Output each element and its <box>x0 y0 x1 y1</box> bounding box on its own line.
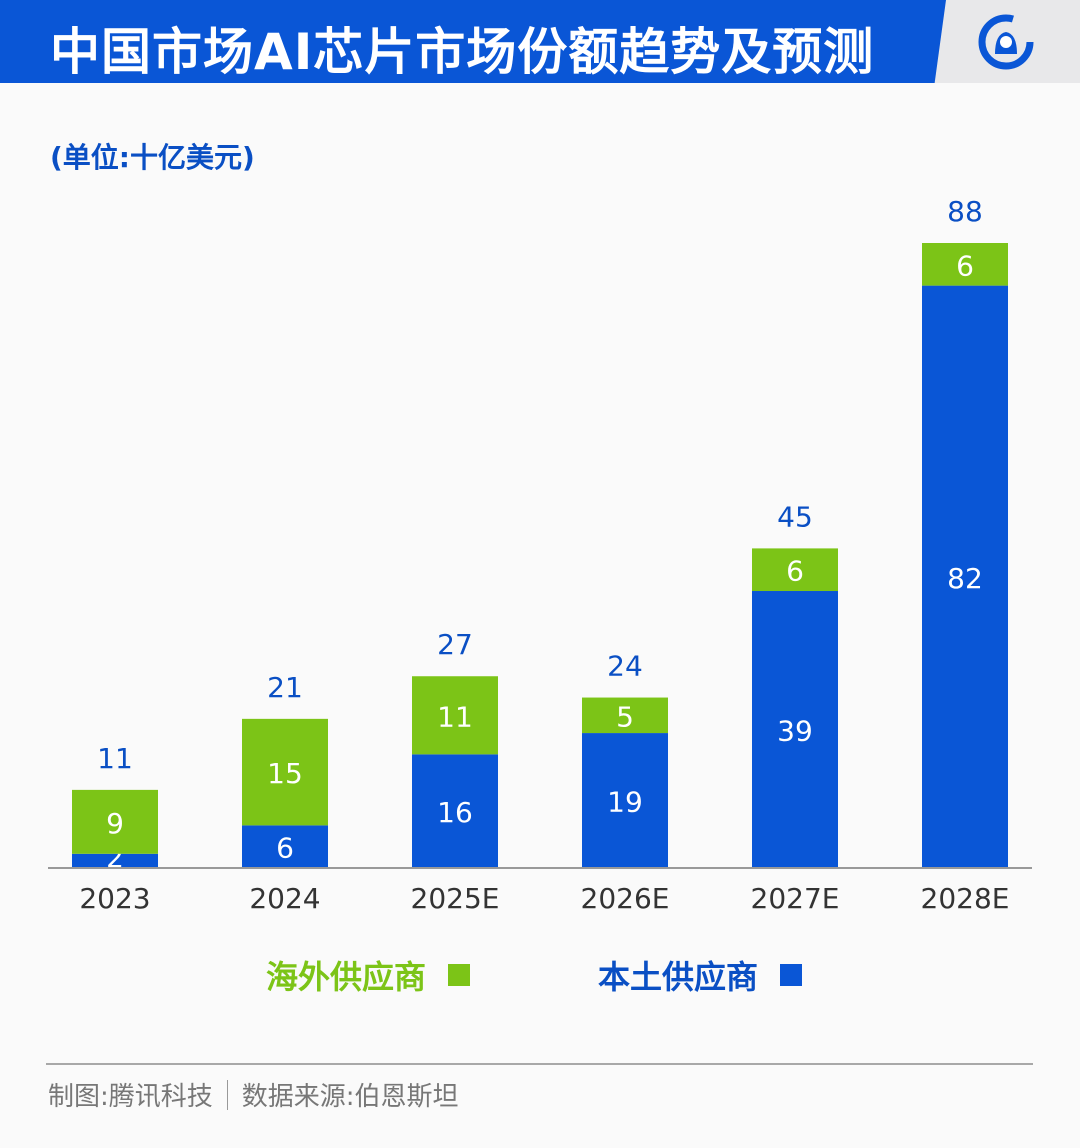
chart-title: 中国市场AI芯片市场份额趋势及预测 <box>50 23 875 81</box>
stacked-bar-chart: 291120236152120241611272025E195242026E39… <box>48 195 1032 915</box>
footer-divider <box>46 1063 1033 1065</box>
bar-domestic <box>242 825 328 868</box>
x-tick-label: 2026E <box>581 882 670 915</box>
bar-overseas <box>72 789 158 854</box>
bar-domestic <box>412 754 498 868</box>
total-label: 11 <box>97 742 133 775</box>
total-label: 88 <box>947 195 983 228</box>
bar-overseas <box>582 697 668 734</box>
data-label-domestic: 6 <box>276 832 294 865</box>
x-tick-label: 2025E <box>411 882 500 915</box>
legend-domestic: 本土供应商 <box>598 952 803 998</box>
footer: 制图:腾讯科技 数据来源:伯恩斯坦 <box>48 1076 459 1113</box>
bar-domestic <box>922 285 1008 868</box>
legend-label-domestic: 本土供应商 <box>598 958 759 996</box>
legend-label-overseas: 海外供应商 <box>266 958 427 996</box>
x-tick-label: 2024 <box>249 882 320 915</box>
data-label-overseas: 5 <box>616 700 634 733</box>
data-label-overseas: 9 <box>106 807 124 840</box>
title-banner <box>0 0 946 83</box>
unit-label: (单位:十亿美元) <box>50 141 255 174</box>
bar-overseas <box>922 243 1008 286</box>
bar-overseas <box>752 548 838 592</box>
x-tick-label: 2027E <box>751 882 840 915</box>
bar-domestic <box>582 733 668 868</box>
data-label-domestic: 19 <box>607 786 643 819</box>
data-label-domestic: 16 <box>437 796 473 829</box>
tencent-news-logo-icon <box>978 14 1034 70</box>
total-label: 27 <box>437 628 473 661</box>
data-label-overseas: 15 <box>267 757 303 790</box>
legend-overseas: 海外供应商 <box>266 952 471 998</box>
x-tick-label: 2028E <box>921 882 1010 915</box>
footer-credit: 制图:腾讯科技 <box>48 1082 213 1112</box>
data-label-overseas: 11 <box>437 700 473 733</box>
legend-swatch-overseas <box>448 964 471 986</box>
data-label-domestic: 82 <box>947 562 983 595</box>
footer-separator <box>226 1079 228 1110</box>
data-label-domestic: 39 <box>777 715 813 748</box>
x-tick-label: 2023 <box>79 882 150 915</box>
legend-swatch-domestic <box>780 964 803 986</box>
data-label-overseas: 6 <box>956 249 974 282</box>
bar-domestic <box>72 853 158 868</box>
total-label: 24 <box>607 650 643 683</box>
bar-overseas <box>412 676 498 755</box>
bar-overseas <box>242 718 328 826</box>
data-label-overseas: 6 <box>786 555 804 588</box>
total-label: 21 <box>267 671 303 704</box>
bar-domestic <box>752 591 838 868</box>
footer-source: 数据来源:伯恩斯坦 <box>241 1082 459 1112</box>
total-label: 45 <box>777 500 813 533</box>
